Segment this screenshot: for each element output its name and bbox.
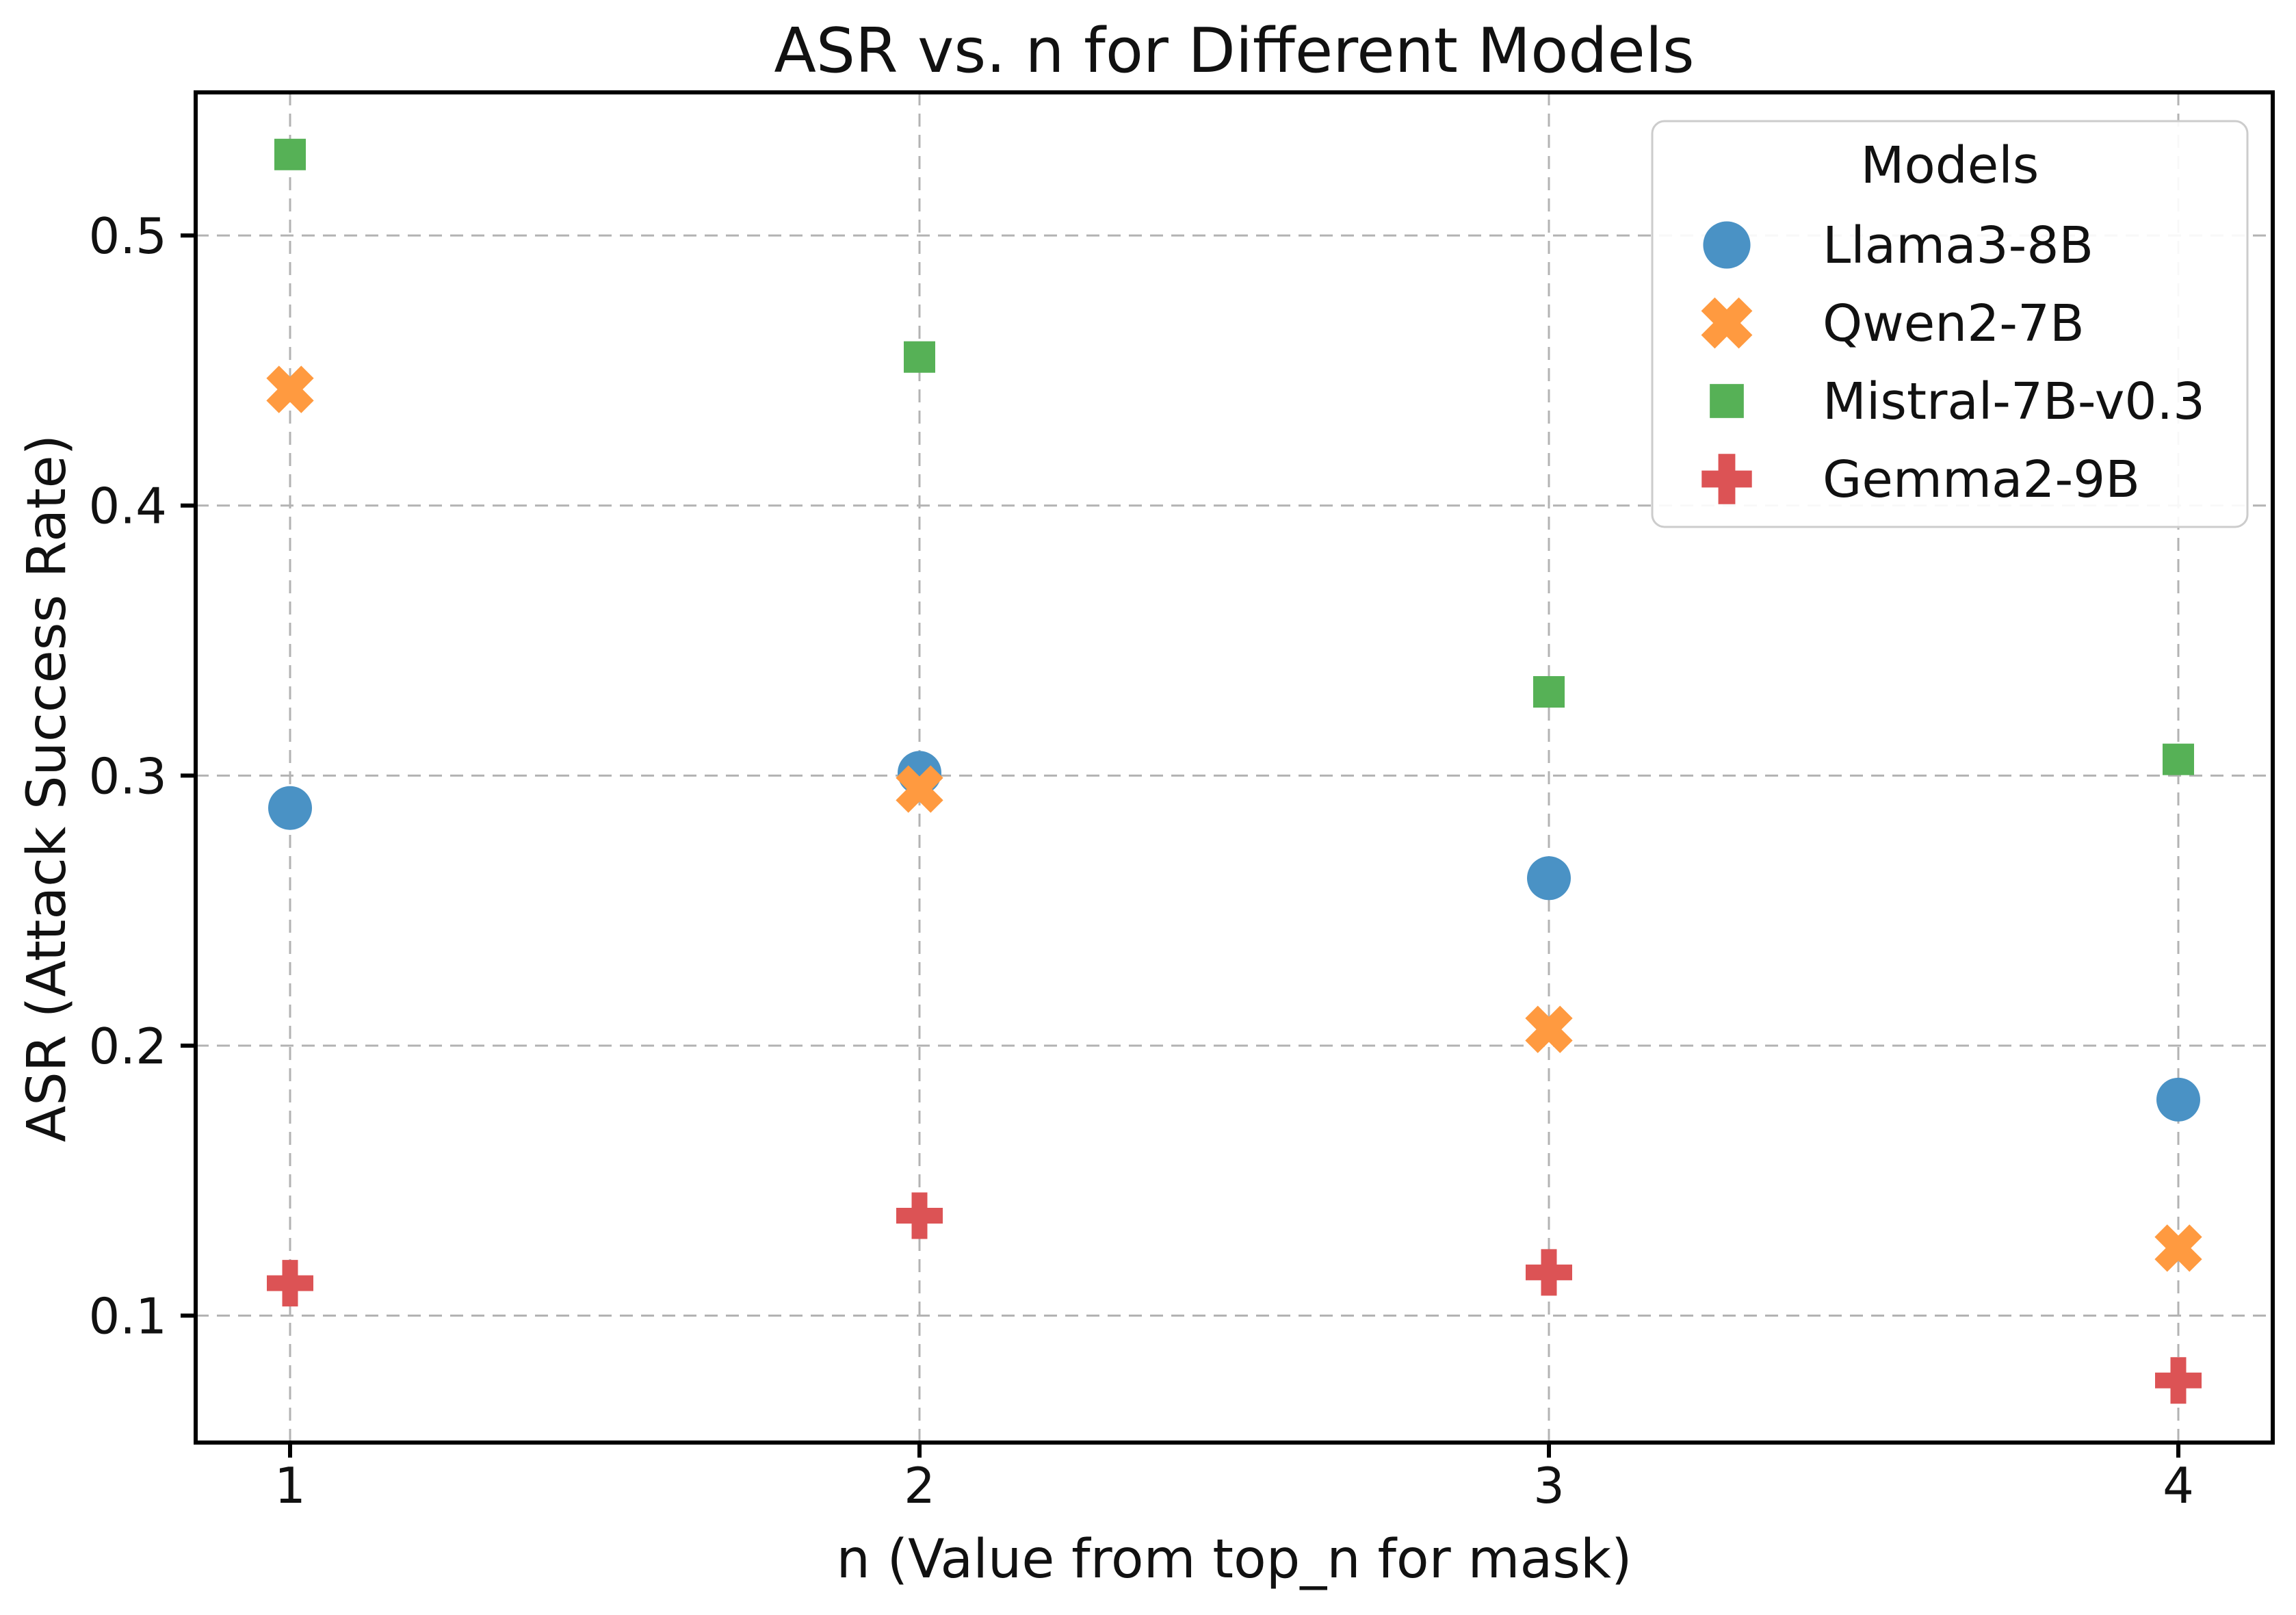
legend-box — [1651, 120, 2249, 528]
legend-marker-qwen2-7b — [1701, 297, 1753, 349]
legend-label-mistral-7b-v0-3: Mistral-7B-v0.3 — [1823, 372, 2205, 431]
legend-item-llama3-8b: Llama3-8B — [1703, 216, 2093, 275]
point-gemma2-9b-n2 — [896, 1192, 943, 1239]
xtick-label-1: 1 — [274, 1457, 306, 1514]
ytick-label-0.1: 0.1 — [88, 1288, 167, 1345]
point-gemma2-9b-n1 — [267, 1260, 313, 1307]
series-qwen2-7b — [266, 365, 2202, 1272]
point-mistral-7b-v0-3-n3 — [1533, 676, 1565, 708]
x-axis-label: n (Value from top_n for mask) — [836, 1529, 1632, 1590]
xtick-label-4: 4 — [2163, 1457, 2194, 1514]
series-llama3-8b — [268, 751, 2200, 1122]
point-llama3-8b-n1 — [268, 786, 312, 830]
legend-item-gemma2-9b: Gemma2-9B — [1701, 450, 2140, 509]
chart-title: ASR vs. n for Different Models — [774, 15, 1695, 87]
point-gemma2-9b-n3 — [1526, 1249, 1572, 1296]
point-llama3-8b-n3 — [1527, 856, 1571, 901]
legend: Models Llama3-8B Qwen2-7B Mistral-7B-v0.3 Ge… — [1651, 120, 2249, 528]
series-mistral-7b-v0-3 — [274, 138, 2194, 775]
legend-marker-gemma2-9b — [1701, 454, 1752, 504]
plot-border — [194, 90, 2275, 1445]
legend-marker-llama3-8b — [1703, 221, 1751, 269]
legend-label-qwen2-7b: Qwen2-7B — [1823, 294, 2085, 353]
point-qwen2-7b-n4 — [2154, 1224, 2202, 1272]
legend-label-gemma2-9b: Gemma2-9B — [1823, 450, 2140, 509]
ytick-label-0.3: 0.3 — [88, 747, 167, 805]
xtick-label-2: 2 — [904, 1457, 935, 1514]
point-mistral-7b-v0-3-n1 — [274, 138, 306, 170]
ytick-label-0.4: 0.4 — [88, 478, 167, 535]
point-qwen2-7b-n1 — [266, 365, 314, 413]
point-qwen2-7b-n3 — [1525, 1005, 1573, 1053]
series-gemma2-9b — [267, 1192, 2202, 1404]
point-mistral-7b-v0-3-n2 — [904, 341, 935, 373]
ytick-label-0.5: 0.5 — [88, 207, 167, 265]
point-llama3-8b-n4 — [2156, 1077, 2200, 1122]
legend-title: Models — [1861, 136, 2039, 195]
legend-item-mistral-7b-v0-3: Mistral-7B-v0.3 — [1710, 372, 2205, 431]
point-gemma2-9b-n4 — [2155, 1357, 2202, 1404]
point-mistral-7b-v0-3-n4 — [2163, 743, 2194, 775]
legend-label-llama3-8b: Llama3-8B — [1823, 216, 2093, 275]
xtick-label-3: 3 — [1533, 1457, 1565, 1514]
ytick-label-0.2: 0.2 — [88, 1018, 167, 1075]
point-qwen2-7b-n2 — [896, 765, 943, 813]
legend-marker-mistral-7b-v0-3 — [1710, 384, 1744, 418]
legend-item-qwen2-7b: Qwen2-7B — [1701, 294, 2085, 353]
